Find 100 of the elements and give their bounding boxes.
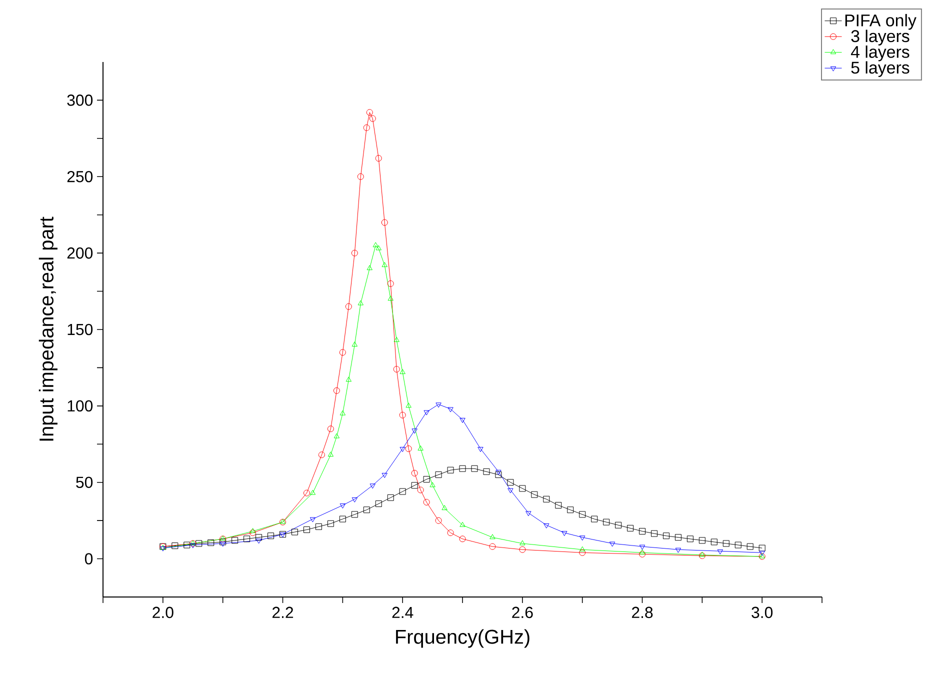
point xyxy=(710,538,718,546)
point xyxy=(406,402,412,408)
point xyxy=(418,445,424,450)
point xyxy=(448,407,454,412)
point xyxy=(471,465,478,472)
point xyxy=(184,542,190,548)
x-tick-label: 2.6 xyxy=(512,606,533,618)
point xyxy=(674,534,682,541)
y-tick-label: 250 xyxy=(67,170,93,182)
point xyxy=(381,219,388,226)
point xyxy=(496,470,502,475)
point xyxy=(303,526,310,533)
point xyxy=(363,506,370,514)
point xyxy=(375,500,382,507)
point xyxy=(447,466,454,474)
point xyxy=(717,549,724,554)
point xyxy=(328,452,334,457)
point xyxy=(393,366,400,372)
x-tick-label: 3.0 xyxy=(752,606,773,618)
point xyxy=(172,542,178,550)
point xyxy=(310,490,316,495)
point xyxy=(268,532,274,540)
point xyxy=(405,445,412,452)
x-tick-label: 2.4 xyxy=(392,606,414,618)
point xyxy=(256,534,262,541)
point xyxy=(508,488,514,494)
point xyxy=(459,536,466,542)
point xyxy=(423,498,430,506)
point xyxy=(483,468,490,475)
point xyxy=(358,300,364,306)
point xyxy=(507,479,514,486)
point xyxy=(369,115,376,122)
legend-label: 3 layers xyxy=(851,30,910,46)
point xyxy=(370,484,376,489)
point xyxy=(460,522,466,527)
point xyxy=(722,540,730,547)
y-tick-label: 200 xyxy=(67,247,93,259)
point xyxy=(424,410,430,416)
point xyxy=(220,542,226,547)
point xyxy=(567,506,574,514)
point xyxy=(686,536,694,542)
point xyxy=(387,494,394,501)
point xyxy=(220,538,226,546)
y-tick-label: 0 xyxy=(84,553,93,564)
point xyxy=(627,524,634,532)
point xyxy=(334,433,340,438)
point xyxy=(435,471,442,478)
point xyxy=(591,516,598,522)
point xyxy=(388,296,394,301)
point xyxy=(758,544,766,552)
point xyxy=(232,537,238,544)
x-tick-label: 2.0 xyxy=(152,606,174,618)
point xyxy=(340,410,346,416)
point xyxy=(318,452,325,458)
point xyxy=(460,418,466,423)
point xyxy=(489,543,496,550)
point xyxy=(394,336,400,342)
point xyxy=(579,511,586,518)
point xyxy=(363,124,370,131)
x-axis-title: Frquency(GHz) xyxy=(396,629,530,648)
y-tick-label: 100 xyxy=(68,400,93,412)
point xyxy=(562,531,568,536)
point xyxy=(519,546,526,553)
point xyxy=(346,376,352,382)
point xyxy=(579,536,586,541)
point xyxy=(543,496,550,502)
point xyxy=(435,517,442,524)
point xyxy=(351,250,358,256)
point xyxy=(333,387,340,394)
point xyxy=(531,491,538,498)
y-axis-title: Input impedance,real part xyxy=(38,216,58,441)
legend-label: 4 layers xyxy=(850,45,910,62)
point xyxy=(442,505,448,510)
point xyxy=(579,549,586,556)
point xyxy=(190,543,196,548)
point xyxy=(345,303,352,310)
point xyxy=(244,536,250,542)
point xyxy=(662,532,670,540)
point xyxy=(327,426,334,432)
point xyxy=(650,530,658,537)
point xyxy=(382,472,388,478)
point xyxy=(675,548,682,553)
point xyxy=(400,369,406,374)
point xyxy=(250,528,256,534)
point xyxy=(746,543,754,550)
point xyxy=(411,470,418,476)
point xyxy=(351,511,358,518)
point xyxy=(303,490,310,496)
point xyxy=(357,173,364,180)
point xyxy=(400,446,406,452)
point xyxy=(382,262,388,268)
point xyxy=(734,542,742,548)
point xyxy=(603,518,610,526)
legend-label: 5 layers xyxy=(851,61,910,78)
point xyxy=(310,517,316,522)
point xyxy=(447,530,454,536)
point xyxy=(544,523,550,528)
point xyxy=(520,540,526,546)
point xyxy=(423,476,430,483)
point xyxy=(478,446,484,452)
